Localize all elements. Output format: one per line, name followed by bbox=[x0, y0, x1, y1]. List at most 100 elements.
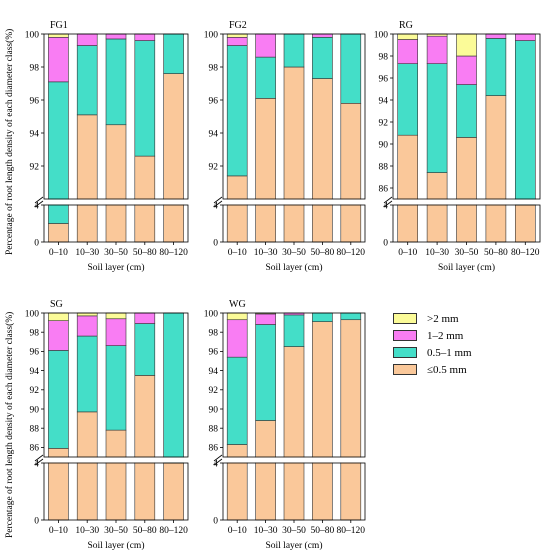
y-tick-label: 94 bbox=[379, 96, 389, 106]
panel-label: SG bbox=[50, 299, 63, 310]
axis-break-mark bbox=[213, 200, 223, 208]
y-tick-label: 4 bbox=[213, 459, 218, 469]
plot-frame-upper bbox=[222, 312, 366, 458]
x-tick-label: 80–120 bbox=[337, 248, 366, 258]
panel-wg: 0–10 10–30 30–50 50–80 80–120 86 88 90 92 94 96 98 1… bbox=[204, 299, 366, 550]
bar-segment bbox=[456, 84, 477, 138]
bar-segment bbox=[397, 33, 419, 40]
bar-segment bbox=[226, 175, 248, 243]
bar-segment bbox=[312, 312, 333, 322]
bar-segment bbox=[105, 429, 127, 521]
bar-segment bbox=[76, 315, 98, 337]
bar-segment bbox=[514, 33, 536, 41]
y-tick-label: 88 bbox=[30, 425, 40, 435]
y-tick-label: 94 bbox=[30, 367, 40, 377]
y-tick-label: 86 bbox=[30, 444, 40, 454]
y-tick-label: 92 bbox=[209, 162, 219, 172]
y-tick-label: 90 bbox=[209, 405, 219, 415]
bar-segment bbox=[485, 33, 507, 39]
plot-frame-upper bbox=[43, 312, 189, 458]
bar-segment bbox=[48, 36, 69, 83]
plot-frame-lower bbox=[222, 204, 366, 243]
x-tick-label: 0–10 bbox=[49, 526, 68, 536]
y-axis-label-top: Percentage of root length density of eac… bbox=[5, 28, 15, 255]
legend: >2 mm 1–2 mm 0.5–1 mm ≤0.5 mm bbox=[393, 312, 533, 376]
bar-segment bbox=[312, 321, 333, 521]
bar-segment bbox=[426, 172, 448, 243]
y-tick-label: 98 bbox=[209, 63, 219, 73]
y-tick-label: 90 bbox=[379, 140, 389, 150]
bar-segment bbox=[255, 33, 276, 58]
bar-segment bbox=[255, 98, 276, 243]
axis-break-mark bbox=[383, 196, 393, 204]
x-tick-label: 30–50 bbox=[104, 248, 128, 258]
y-tick-label: 98 bbox=[30, 63, 40, 73]
bar-segment bbox=[312, 78, 333, 243]
bar-segment bbox=[426, 35, 448, 65]
bar-segment bbox=[397, 63, 419, 136]
y-tick-label: 96 bbox=[209, 96, 219, 106]
legend-item: >2 mm bbox=[393, 312, 459, 325]
x-tick-label: 0–10 bbox=[228, 248, 247, 258]
y-tick-label: 96 bbox=[30, 348, 40, 358]
x-tick-label: 50–80 bbox=[311, 248, 335, 258]
bar-segment bbox=[226, 45, 248, 177]
bar-segment bbox=[340, 319, 362, 521]
y-tick-label: 100 bbox=[374, 30, 389, 40]
bar-segment bbox=[255, 313, 276, 325]
axis-break-mark bbox=[213, 454, 223, 462]
panel-label: WG bbox=[229, 299, 246, 310]
y-tick-label: 4 bbox=[34, 201, 39, 211]
bar-segment bbox=[485, 38, 507, 96]
plot-frame-lower bbox=[392, 204, 541, 243]
y-tick-label: 100 bbox=[25, 30, 40, 40]
axis-break-gap bbox=[383, 199, 540, 205]
bar-segment bbox=[48, 320, 69, 351]
bar-segment bbox=[255, 324, 276, 421]
x-tick-label: 30–50 bbox=[455, 248, 479, 258]
bar-segment bbox=[226, 319, 248, 358]
y-tick-label: 92 bbox=[30, 162, 40, 172]
x-tick-label: 50–80 bbox=[484, 248, 508, 258]
bar-segment bbox=[397, 134, 419, 243]
y-tick-label: 100 bbox=[25, 309, 40, 319]
bar-segment bbox=[76, 312, 98, 317]
bar-segment bbox=[105, 124, 127, 243]
y-tick-label: 98 bbox=[209, 329, 219, 339]
x-tick-label: 80–120 bbox=[337, 526, 366, 536]
y-tick-label: 4 bbox=[34, 459, 39, 469]
x-axis-label: Soil layer (cm) bbox=[88, 262, 145, 273]
y-tick-label: 88 bbox=[379, 162, 389, 172]
y-tick-label: 0 bbox=[213, 516, 218, 526]
x-tick-label: 10–30 bbox=[254, 526, 278, 536]
y-tick-label: 98 bbox=[379, 52, 389, 62]
axis-break-mark bbox=[34, 200, 44, 208]
bar-segment bbox=[456, 137, 477, 243]
plot-frame-lower bbox=[222, 462, 366, 521]
bar-segment bbox=[76, 33, 98, 46]
bar-segment bbox=[105, 38, 127, 126]
bar-segment bbox=[134, 312, 156, 324]
x-tick-label: 10–30 bbox=[425, 248, 449, 258]
axis-break-mark bbox=[213, 458, 223, 466]
bar-segment bbox=[163, 73, 184, 243]
legend-swatch bbox=[393, 347, 417, 358]
x-tick-label: 30–50 bbox=[282, 526, 306, 536]
bar-segment bbox=[426, 63, 448, 173]
panel-fg1: 0–10 10–30 30–50 50–80 80–120 92 94 96 98 100 0 4 FG… bbox=[25, 20, 189, 273]
legend-label: >2 mm bbox=[427, 312, 459, 325]
bar-segment bbox=[163, 33, 184, 74]
bar-segment bbox=[283, 346, 305, 521]
y-tick-label: 0 bbox=[34, 516, 39, 526]
bar-segment bbox=[134, 375, 156, 521]
bar-segment bbox=[283, 314, 305, 347]
x-tick-label: 80–120 bbox=[159, 248, 188, 258]
bar-segment bbox=[134, 33, 156, 41]
bar-segment bbox=[48, 312, 69, 321]
bar-segment bbox=[283, 66, 305, 243]
legend-swatch bbox=[393, 364, 417, 375]
legend-item: 0.5–1 mm bbox=[393, 346, 472, 359]
x-tick-label: 50–80 bbox=[133, 248, 157, 258]
axis-break-mark bbox=[34, 196, 44, 204]
